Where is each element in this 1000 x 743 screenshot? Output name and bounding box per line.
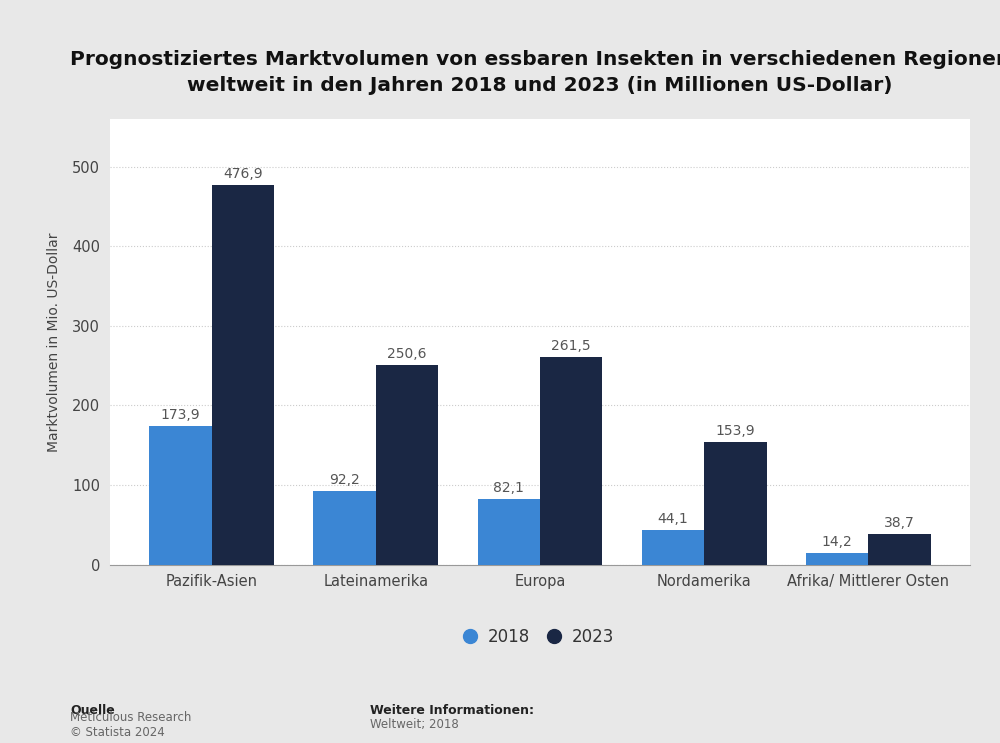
Title: Prognostiziertes Marktvolumen von essbaren Insekten in verschiedenen Regionen
we: Prognostiziertes Marktvolumen von essbar… (70, 50, 1000, 95)
Bar (642, 530, 704, 565)
Text: 92,2: 92,2 (329, 473, 360, 487)
Text: 38,7: 38,7 (884, 516, 915, 530)
Bar (540, 357, 602, 565)
Bar (212, 185, 274, 565)
Bar (149, 426, 212, 565)
Bar (478, 499, 540, 565)
Text: 476,9: 476,9 (223, 167, 263, 181)
Text: 261,5: 261,5 (551, 339, 591, 352)
Bar (704, 442, 767, 565)
Bar (806, 554, 868, 565)
Text: Weltweit; 2018: Weltweit; 2018 (370, 718, 459, 731)
Bar (868, 534, 931, 565)
Text: 153,9: 153,9 (716, 424, 755, 438)
Text: 14,2: 14,2 (822, 536, 853, 549)
Text: Meticulous Research
© Statista 2024: Meticulous Research © Statista 2024 (70, 711, 191, 739)
Text: 82,1: 82,1 (493, 481, 524, 496)
Bar (376, 366, 438, 565)
Text: Weitere Informationen:: Weitere Informationen: (370, 704, 534, 717)
Y-axis label: Marktvolumen in Mio. US-Dollar: Marktvolumen in Mio. US-Dollar (47, 232, 61, 452)
Legend: 2018, 2023: 2018, 2023 (458, 620, 622, 655)
Text: 44,1: 44,1 (658, 512, 688, 525)
Text: 250,6: 250,6 (387, 347, 427, 361)
Bar (313, 491, 376, 565)
Text: 173,9: 173,9 (160, 408, 200, 422)
Text: Quelle: Quelle (70, 704, 115, 717)
